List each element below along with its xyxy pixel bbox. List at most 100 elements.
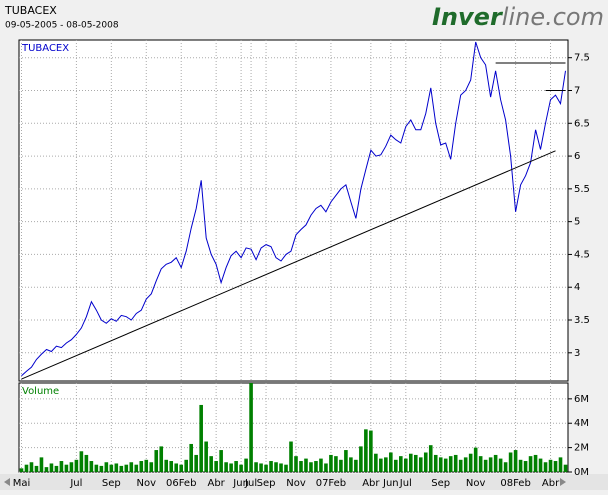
volume-bar <box>334 456 338 472</box>
volume-bar <box>204 441 208 472</box>
volume-bar <box>54 465 59 472</box>
x-tick-label: 06Feb <box>166 478 196 489</box>
volume-bar <box>119 465 124 472</box>
x-tick-label: Abr <box>362 478 380 489</box>
trendline <box>21 150 556 380</box>
volume-bar <box>528 456 533 472</box>
logo-rest: line.com <box>502 3 604 31</box>
volume-bar <box>413 454 418 472</box>
x-tick-label: Mai <box>13 478 31 489</box>
volume-bar <box>124 464 129 472</box>
volume-bar <box>24 464 29 472</box>
volume-bar <box>84 454 89 472</box>
volume-bar <box>553 461 558 472</box>
volume-bar <box>239 464 243 472</box>
volume-bar <box>254 462 258 472</box>
volume-bar <box>264 464 268 472</box>
y-tick-label: 5 <box>574 217 580 228</box>
volume-bar <box>403 458 408 472</box>
volume-bar <box>44 467 49 472</box>
volume-bar <box>189 443 193 472</box>
volume-bar <box>473 447 478 472</box>
x-tick-label: Jun <box>382 478 399 489</box>
volume-bar <box>518 459 523 472</box>
volume-bar <box>468 453 473 472</box>
volume-bar <box>184 459 188 472</box>
volume-bar <box>299 461 303 472</box>
volume-bar <box>59 461 64 472</box>
volume-bar <box>34 465 39 472</box>
volume-bar <box>513 450 518 472</box>
chart-title: TUBACEX <box>4 4 57 17</box>
scroll-right <box>560 478 566 486</box>
volume-bar <box>19 468 24 472</box>
volume-bar <box>269 461 273 472</box>
volume-bar <box>309 462 313 472</box>
volume-bar <box>483 459 488 472</box>
scroll-bar <box>0 474 608 490</box>
volume-bar <box>374 453 378 472</box>
volume-bar <box>448 456 453 472</box>
series-label: Volume <box>22 386 59 397</box>
y-tick-label: 7.5 <box>574 53 590 64</box>
volume-bar <box>294 456 298 472</box>
chart-subtitle: 09-05-2005 - 08-05-2008 <box>5 21 119 31</box>
volume-bar <box>493 454 498 472</box>
volume-bar <box>164 459 169 472</box>
y-tick-label: 4M <box>574 418 589 429</box>
volume-bar <box>324 463 328 472</box>
volume-bar <box>423 452 428 472</box>
volume-bar <box>498 458 503 472</box>
logo: Inverline.com <box>432 3 604 31</box>
volume-bar <box>69 462 74 472</box>
volume-bar <box>199 404 203 472</box>
volume-bar <box>289 441 293 472</box>
y-tick-label: 0M <box>574 467 589 478</box>
x-tick-label: Abr <box>542 478 560 489</box>
y-tick-label: 4.5 <box>574 249 590 260</box>
volume-bar <box>259 463 263 472</box>
volume-bar <box>49 463 54 472</box>
volume-bar <box>359 446 363 472</box>
x-tick-label: Jul <box>244 478 257 489</box>
volume-bar <box>234 461 238 472</box>
volume-bar <box>194 454 198 472</box>
volume-bar <box>438 457 443 472</box>
volume-bar <box>249 383 253 472</box>
volume-bar <box>558 457 563 472</box>
volume-bar <box>89 461 94 472</box>
volume-bar <box>139 461 144 472</box>
x-tick-label: Jul <box>69 478 82 489</box>
volume-bar <box>488 457 493 472</box>
y-tick-label: 3 <box>574 348 580 359</box>
scroll-left <box>4 478 10 486</box>
volume-bar <box>219 450 223 472</box>
volume-bar <box>174 463 179 472</box>
volume-bar <box>563 464 568 472</box>
x-tick-label: 07Feb <box>316 478 346 489</box>
price-line <box>21 41 566 377</box>
y-tick-label: 3.5 <box>574 315 590 326</box>
volume-bar <box>533 454 538 472</box>
volume-bar <box>304 458 308 472</box>
volume-bar <box>384 457 388 472</box>
y-tick-label: 5.5 <box>574 184 590 195</box>
volume-bar <box>154 450 159 472</box>
volume-bar <box>99 465 104 472</box>
volume-bar <box>349 457 353 472</box>
volume-bar <box>369 430 373 472</box>
x-tick-label: Nov <box>137 478 157 489</box>
volume-bar <box>149 462 154 472</box>
volume-bar <box>478 456 483 472</box>
volume-bar <box>453 454 458 472</box>
volume-bar <box>463 457 468 472</box>
volume-bar <box>354 459 358 472</box>
volume-bar <box>319 458 323 472</box>
volume-bar <box>169 461 174 472</box>
logo-bold: Inver <box>432 3 504 31</box>
volume-bar <box>503 462 508 472</box>
volume-bar <box>523 461 528 472</box>
plot-area <box>18 382 569 473</box>
x-tick-label: Sep <box>102 478 121 489</box>
volume-bar <box>408 453 413 472</box>
